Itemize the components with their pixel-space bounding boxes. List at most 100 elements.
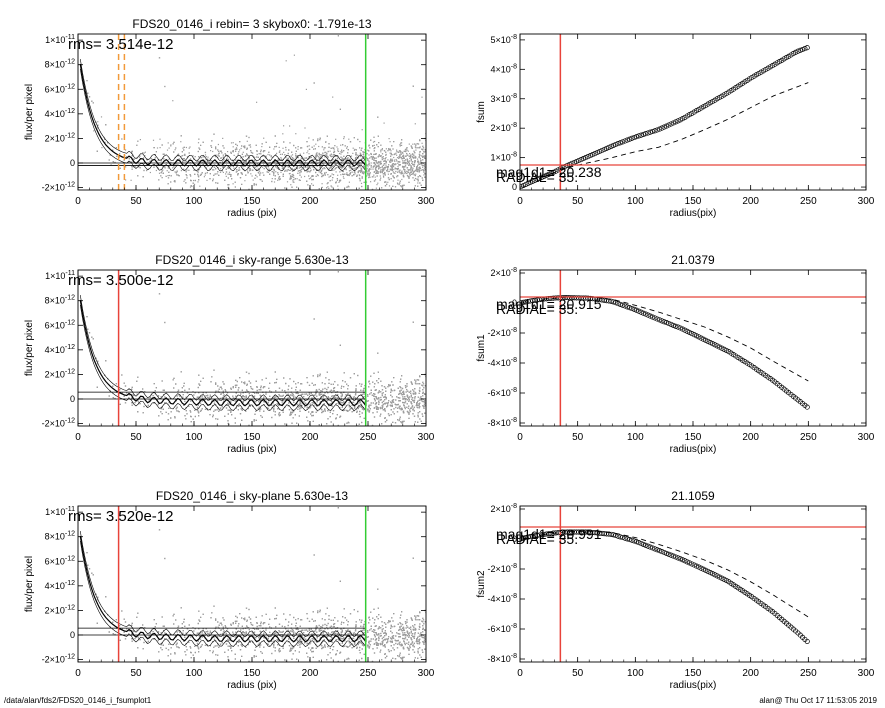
scatter-point xyxy=(260,149,262,151)
scatter-point xyxy=(295,160,297,162)
scatter-point xyxy=(399,172,401,174)
scatter-point xyxy=(143,152,145,154)
scatter-point xyxy=(246,140,248,142)
scatter-point xyxy=(359,180,361,182)
scatter-point xyxy=(258,168,260,170)
scatter-point xyxy=(326,155,328,157)
scatter-point xyxy=(239,141,241,143)
scatter-point xyxy=(291,154,294,156)
scatter-point xyxy=(314,155,317,157)
scatter-point xyxy=(252,152,254,154)
scatter-point xyxy=(188,147,190,149)
scatter-point xyxy=(382,168,384,170)
scatter-point xyxy=(385,157,387,159)
scatter-point xyxy=(243,168,245,170)
scatter-point xyxy=(288,164,290,166)
scatter-point xyxy=(249,144,251,146)
scatter-point xyxy=(324,173,326,175)
scatter-point xyxy=(313,158,315,160)
scatter-point xyxy=(196,160,198,162)
scatter-point xyxy=(396,150,398,152)
scatter-point xyxy=(246,154,248,156)
scatter-point xyxy=(161,170,163,172)
scatter-point xyxy=(237,173,239,175)
scatter-point xyxy=(365,181,368,183)
scatter-point xyxy=(403,166,405,168)
scatter-point xyxy=(279,153,282,155)
scatter-point xyxy=(175,164,177,166)
scatter-point xyxy=(262,151,264,153)
scatter-point xyxy=(273,168,275,170)
scatter-point xyxy=(389,161,391,163)
scatter-point xyxy=(326,153,328,155)
scatter-point xyxy=(404,165,407,167)
scatter-point xyxy=(413,170,415,172)
scatter-point xyxy=(375,157,377,159)
scatter-point xyxy=(368,169,370,171)
scatter-point xyxy=(336,155,338,157)
scatter-point xyxy=(247,170,249,172)
scatter-point xyxy=(316,162,318,165)
scatter-point xyxy=(188,169,190,171)
scatter-point xyxy=(294,160,296,162)
scatter-point xyxy=(398,156,400,158)
scatter-point xyxy=(130,179,132,181)
x-tick-label: 250 xyxy=(800,196,817,207)
scatter-point xyxy=(373,165,375,167)
y-tick-exponent: -12 xyxy=(65,59,75,66)
scatter-point xyxy=(268,151,270,153)
scatter-point xyxy=(375,187,377,189)
scatter-point xyxy=(421,177,423,179)
scatter-point xyxy=(370,156,372,158)
scatter-point xyxy=(160,172,162,174)
data-point xyxy=(599,147,605,154)
scatter-point xyxy=(270,156,272,158)
scatter-point xyxy=(371,158,373,160)
scatter-point xyxy=(319,167,321,169)
scatter-point xyxy=(183,149,185,151)
scatter-point xyxy=(355,157,357,159)
scatter-point xyxy=(383,160,385,162)
scatter-point xyxy=(414,123,416,125)
scatter-point xyxy=(325,151,327,153)
scatter-point xyxy=(419,154,421,156)
scatter-point xyxy=(291,161,293,163)
scatter-point xyxy=(167,142,169,144)
scatter-point xyxy=(256,166,258,168)
scatter-point xyxy=(96,150,98,152)
data-point xyxy=(583,155,589,161)
scatter-point xyxy=(139,139,141,141)
scatter-point xyxy=(267,166,269,168)
scatter-point xyxy=(350,169,352,171)
scatter-point xyxy=(217,143,219,146)
scatter-point xyxy=(243,146,245,148)
scatter-point xyxy=(239,169,241,171)
scatter-point xyxy=(368,150,370,152)
scatter-point xyxy=(281,167,284,169)
scatter-point xyxy=(192,182,194,184)
scatter-point xyxy=(213,133,215,135)
scatter-point xyxy=(318,161,320,163)
scatter-point xyxy=(215,147,217,149)
scatter-point xyxy=(284,169,286,171)
scatter-point xyxy=(208,162,210,165)
scatter-point xyxy=(231,178,233,180)
scatter-point xyxy=(346,147,348,149)
scatter-point xyxy=(400,142,402,144)
scatter-point xyxy=(375,172,377,175)
scatter-point xyxy=(347,174,349,176)
scatter-point xyxy=(259,178,261,181)
scatter-point xyxy=(210,150,212,152)
scatter-point xyxy=(283,151,285,153)
scatter-point xyxy=(374,147,376,149)
scatter-point xyxy=(337,185,339,187)
scatter-point xyxy=(378,161,380,163)
scatter-point xyxy=(160,160,162,162)
scatter-point xyxy=(227,158,230,161)
scatter-point xyxy=(421,96,423,98)
scatter-point xyxy=(144,155,146,157)
scatter-point xyxy=(184,154,186,156)
scatter-point xyxy=(289,177,291,179)
scatter-point xyxy=(352,168,354,170)
scatter-point xyxy=(399,155,401,157)
